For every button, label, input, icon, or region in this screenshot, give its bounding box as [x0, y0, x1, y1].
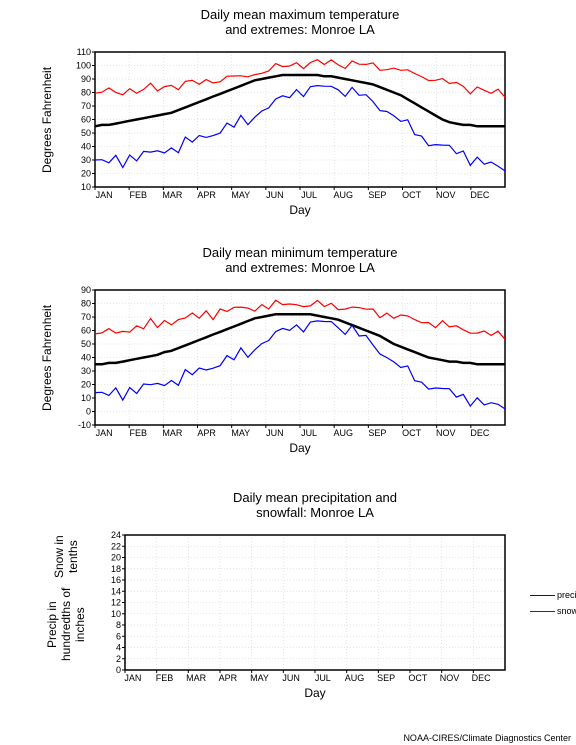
svg-text:APR: APR	[219, 673, 238, 683]
svg-text:JUN: JUN	[266, 428, 284, 438]
svg-text:AUG: AUG	[333, 428, 353, 438]
svg-text:60: 60	[81, 115, 91, 125]
chart-svg: -100102030405060708090 JANFEBMARAPRMAYJU…	[95, 290, 545, 450]
svg-text:MAY: MAY	[231, 190, 250, 200]
chart-title: Daily mean minimum temperature and extre…	[95, 245, 505, 275]
svg-text:8: 8	[116, 620, 121, 630]
svg-text:30: 30	[81, 155, 91, 165]
legend: precip snow	[530, 590, 576, 622]
legend-label: snow	[557, 606, 576, 616]
svg-text:SEP: SEP	[377, 673, 395, 683]
svg-text:JUL: JUL	[301, 428, 317, 438]
chart-2: Daily mean minimum temperature and extre…	[95, 245, 505, 275]
svg-text:10: 10	[81, 393, 91, 403]
svg-text:70: 70	[81, 101, 91, 111]
svg-text:JUN: JUN	[282, 673, 300, 683]
svg-text:DEC: DEC	[470, 428, 490, 438]
svg-text:MAR: MAR	[186, 673, 207, 683]
svg-text:0: 0	[116, 665, 121, 675]
svg-text:APR: APR	[197, 190, 216, 200]
legend-swatch	[530, 595, 555, 596]
ylabel: Precip in hundredths of inchesSnow in te…	[45, 535, 87, 670]
svg-text:FEB: FEB	[129, 428, 147, 438]
svg-text:4: 4	[116, 643, 121, 653]
svg-text:12: 12	[111, 598, 121, 608]
svg-text:80: 80	[81, 299, 91, 309]
svg-text:6: 6	[116, 631, 121, 641]
svg-text:10: 10	[81, 182, 91, 192]
svg-text:20: 20	[81, 380, 91, 390]
svg-text:APR: APR	[197, 428, 216, 438]
ylabel: Degrees Fahrenheit	[40, 290, 54, 425]
max-line	[95, 300, 505, 339]
svg-text:DEC: DEC	[472, 673, 492, 683]
svg-text:SEP: SEP	[368, 428, 386, 438]
svg-text:JAN: JAN	[124, 673, 141, 683]
svg-text:OCT: OCT	[408, 673, 428, 683]
chart-svg: 102030405060708090100110 JANFEBMARAPRMAY…	[95, 52, 545, 212]
svg-text:MAY: MAY	[250, 673, 269, 683]
chart-svg: 024681012141618202224 JANFEBMARAPRMAYJUN…	[125, 535, 545, 695]
legend-label: precip	[557, 590, 576, 600]
svg-text:JUL: JUL	[315, 673, 331, 683]
legend-item: snow	[530, 606, 576, 616]
svg-text:MAR: MAR	[162, 190, 183, 200]
svg-text:2: 2	[116, 654, 121, 664]
svg-text:20: 20	[111, 553, 121, 563]
svg-text:24: 24	[111, 530, 121, 540]
svg-text:18: 18	[111, 564, 121, 574]
svg-text:40: 40	[81, 353, 91, 363]
svg-text:NOV: NOV	[436, 428, 456, 438]
svg-text:NOV: NOV	[440, 673, 460, 683]
svg-text:JUL: JUL	[301, 190, 317, 200]
svg-text:DEC: DEC	[470, 190, 490, 200]
svg-text:SEP: SEP	[368, 190, 386, 200]
xlabel: Day	[95, 203, 505, 217]
svg-text:JAN: JAN	[96, 190, 113, 200]
svg-text:22: 22	[111, 541, 121, 551]
svg-text:-10: -10	[78, 420, 91, 430]
svg-text:60: 60	[81, 326, 91, 336]
chart-title: Daily mean precipitation and snowfall: M…	[125, 490, 505, 520]
svg-text:FEB: FEB	[129, 190, 147, 200]
svg-text:30: 30	[81, 366, 91, 376]
xlabel: Day	[95, 441, 505, 455]
svg-text:100: 100	[76, 61, 91, 71]
chart-title: Daily mean maximum temperature and extre…	[95, 7, 505, 37]
min-line	[95, 86, 505, 171]
svg-text:10: 10	[111, 609, 121, 619]
svg-text:AUG: AUG	[333, 190, 353, 200]
svg-text:OCT: OCT	[402, 428, 422, 438]
svg-text:NOV: NOV	[436, 190, 456, 200]
svg-text:90: 90	[81, 285, 91, 295]
svg-text:16: 16	[111, 575, 121, 585]
xlabel: Day	[125, 686, 505, 700]
svg-text:AUG: AUG	[345, 673, 365, 683]
svg-text:50: 50	[81, 339, 91, 349]
svg-text:0: 0	[86, 407, 91, 417]
svg-text:80: 80	[81, 88, 91, 98]
svg-text:MAY: MAY	[231, 428, 250, 438]
legend-item: precip	[530, 590, 576, 600]
svg-text:JAN: JAN	[96, 428, 113, 438]
svg-text:50: 50	[81, 128, 91, 138]
legend-swatch	[530, 611, 555, 612]
svg-text:70: 70	[81, 312, 91, 322]
svg-text:MAR: MAR	[162, 428, 183, 438]
footer-text: NOAA-CIRES/Climate Diagnostics Center	[403, 733, 571, 743]
chart-1: Daily mean maximum temperature and extre…	[95, 7, 505, 37]
svg-text:40: 40	[81, 142, 91, 152]
svg-text:90: 90	[81, 74, 91, 84]
svg-text:FEB: FEB	[156, 673, 174, 683]
svg-text:JUN: JUN	[266, 190, 284, 200]
svg-text:110: 110	[77, 47, 91, 57]
svg-text:20: 20	[81, 169, 91, 179]
chart-3: Daily mean precipitation and snowfall: M…	[125, 490, 505, 520]
svg-text:OCT: OCT	[402, 190, 422, 200]
svg-text:14: 14	[111, 586, 121, 596]
ylabel: Degrees Fahrenheit	[40, 52, 54, 187]
